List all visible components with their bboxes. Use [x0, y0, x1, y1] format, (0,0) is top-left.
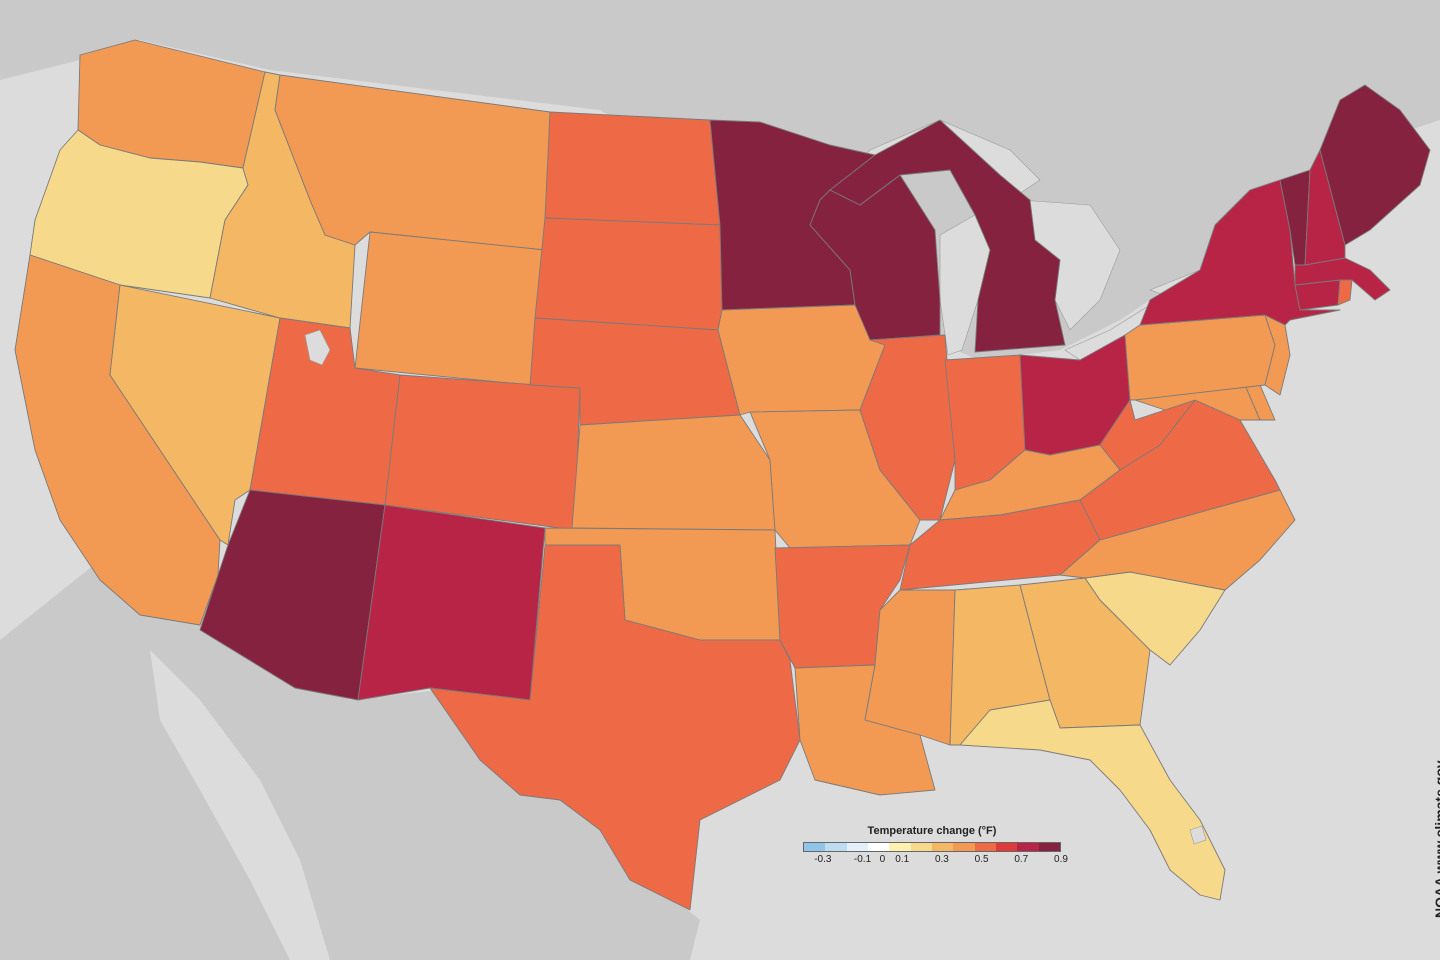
legend-swatch	[1017, 843, 1039, 851]
state-co[interactable]	[384, 374, 581, 531]
state-ks[interactable]	[571, 414, 776, 531]
legend-swatch	[1038, 843, 1060, 851]
state-wy[interactable]	[354, 231, 546, 386]
state-ri[interactable]	[1337, 279, 1353, 306]
inland-lakes	[304, 329, 1207, 845]
legend-tick-label: -0.3	[814, 854, 832, 865]
legend-tick-label: 0.1	[895, 854, 910, 865]
legend-tick-label: 0.5	[974, 854, 989, 865]
mexico-land	[0, 560, 700, 960]
legend-swatch	[804, 843, 826, 851]
legend-swatch	[995, 843, 1018, 851]
color-legend: Temperature change (°F) -0.3 -0.1 0 0.1 0.3 0…	[803, 825, 1068, 866]
states-layer	[14, 39, 1431, 911]
state-nd[interactable]	[544, 111, 721, 226]
lake-okeechobee	[1189, 825, 1207, 845]
state-nh[interactable]	[1304, 149, 1346, 266]
gulf-of-california	[150, 650, 330, 960]
legend-swatch	[974, 843, 996, 851]
state-sd[interactable]	[534, 217, 723, 331]
legend-tick-label: 0.9	[1054, 854, 1068, 865]
legend-swatch	[867, 843, 890, 851]
legend-color-bar	[803, 842, 1061, 852]
state-me[interactable]	[1319, 84, 1431, 246]
legend-swatch	[846, 843, 868, 851]
legend-title: Temperature change (°F)	[867, 825, 997, 837]
state-ny[interactable]	[1139, 179, 1341, 326]
legend-tick-label: 0.3	[934, 854, 949, 865]
legend-tick-label: 0	[879, 854, 886, 865]
state-tx[interactable]	[429, 544, 801, 911]
great-salt-lake	[304, 329, 331, 366]
legend-swatch	[889, 843, 911, 851]
legend-swatch	[825, 843, 847, 851]
legend-swatch	[931, 843, 954, 851]
credit-text: NOAA www.climate.gov	[1432, 760, 1440, 918]
state-nm[interactable]	[357, 504, 546, 701]
legend-swatch	[910, 843, 932, 851]
state-fl[interactable]	[959, 699, 1226, 901]
state-vt[interactable]	[1279, 169, 1311, 266]
legend-tick-label: 0.7	[1014, 854, 1029, 865]
state-ma[interactable]	[1294, 257, 1391, 301]
legend-ticks: -0.3 -0.1 0 0.1 0.3 0.5 0.7 0.9	[803, 854, 1068, 866]
state-mi[interactable]	[829, 119, 1066, 353]
state-ia[interactable]	[717, 304, 886, 416]
legend-swatch	[953, 843, 975, 851]
legend-tick-label: -0.1	[853, 854, 872, 865]
